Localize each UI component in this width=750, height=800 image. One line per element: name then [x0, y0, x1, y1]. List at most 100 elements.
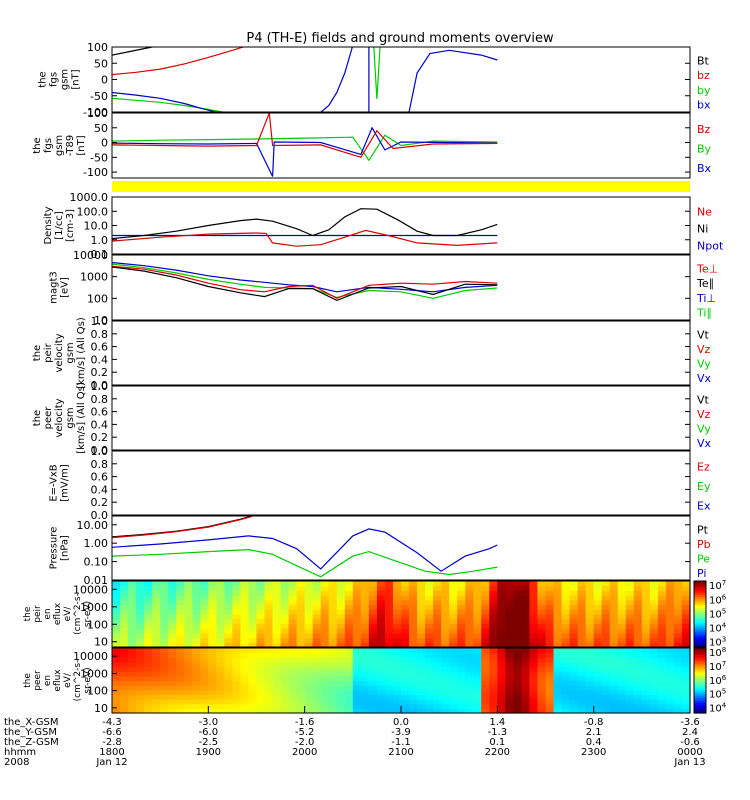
- spectrogram-cell: [481, 699, 490, 705]
- spectrogram-cell: [160, 666, 169, 672]
- spectrogram-cell: [240, 671, 250, 677]
- spectrogram-cell: [256, 675, 266, 682]
- spectrogram-cell: [417, 628, 426, 634]
- spectrogram-cell: [633, 595, 643, 601]
- spectrogram-cell: [216, 685, 225, 691]
- spectrogram-cell: [144, 661, 153, 668]
- spectrogram-cell: [376, 590, 386, 596]
- spectrogram-cell: [641, 632, 651, 639]
- spectrogram-cell: [168, 590, 177, 596]
- spectrogram-cell: [465, 699, 474, 705]
- spectrogram-cell: [449, 637, 458, 643]
- spectrogram-cell: [176, 604, 185, 610]
- spectrogram-cell: [649, 632, 659, 639]
- spectrogram-cell: [569, 632, 579, 639]
- spectrogram-cell: [304, 609, 314, 615]
- spectrogram-cell: [633, 604, 643, 610]
- spectrogram-cell: [360, 666, 370, 672]
- series-fgs-by: [112, 97, 225, 112]
- spectrogram-cell: [176, 618, 185, 625]
- spectrogram-cell: [465, 671, 474, 677]
- spectrogram-cell: [184, 623, 193, 629]
- spectrogram-cell: [473, 708, 482, 714]
- spectrogram-cell: [473, 599, 482, 606]
- panel-ylabel: [km/s] (All Qs): [76, 317, 87, 389]
- spectrogram-cell: [561, 618, 571, 625]
- spectrogram-cell: [569, 657, 579, 663]
- spectrogram-cell: [497, 699, 506, 705]
- spectrogram-cell: [336, 657, 346, 663]
- spectrogram-cell: [168, 637, 177, 643]
- spectrogram-cell: [545, 642, 555, 648]
- spectrogram-cell: [497, 666, 506, 672]
- spectrogram-cell: [256, 680, 266, 686]
- spectrogram-cell: [376, 581, 386, 587]
- spectrogram-cell: [216, 642, 225, 648]
- spectrogram-cell: [144, 703, 153, 709]
- spectrogram-cell: [641, 657, 651, 663]
- spectrogram-cell: [392, 604, 402, 610]
- spectrogram-cell: [657, 623, 667, 629]
- spectrogram-cell: [152, 642, 161, 648]
- spectrogram-cell: [409, 680, 418, 686]
- spectrogram-cell: [224, 628, 234, 634]
- spectrogram-cell: [569, 637, 579, 643]
- spectrogram-cell: [368, 599, 378, 606]
- spectrogram-cell: [328, 675, 338, 682]
- colorbar-segment: [694, 616, 706, 619]
- spectrogram-cell: [352, 628, 362, 634]
- panel-ylabel: the: [32, 410, 43, 426]
- spectrogram-cell: [657, 595, 667, 601]
- spectrogram-cell: [232, 680, 242, 686]
- spectrogram-cell: [481, 628, 490, 634]
- spectrogram-cell: [625, 661, 635, 668]
- spectrogram-cell: [569, 661, 579, 668]
- spectrogram-cell: [457, 614, 466, 620]
- spectrogram-cell: [288, 585, 298, 592]
- spectrogram-cell: [240, 661, 250, 668]
- spectrogram-cell: [312, 628, 322, 634]
- spectrogram-cell: [401, 632, 410, 639]
- spectrogram-cell: [208, 618, 217, 625]
- spectrogram-cell: [376, 609, 386, 615]
- spectrogram-cell: [296, 609, 306, 615]
- spectrogram-cell: [184, 675, 193, 682]
- ytick-label: 10000: [73, 583, 108, 596]
- spectrogram-cell: [569, 628, 579, 634]
- spectrogram-cell: [593, 637, 603, 643]
- spectrogram-cell: [272, 666, 282, 672]
- spectrogram-cell: [497, 703, 506, 709]
- spectrogram-cell: [112, 661, 121, 668]
- legend-entry: Ey: [697, 480, 711, 493]
- spectrogram-cell: [537, 671, 547, 677]
- spectrogram-cell: [376, 585, 386, 592]
- spectrogram-cell: [136, 609, 145, 615]
- spectrogram-cell: [577, 703, 587, 709]
- colorbar-segment: [694, 663, 706, 666]
- spectrogram-cell: [256, 637, 266, 643]
- spectrogram-cell: [352, 699, 362, 705]
- spectrogram-cell: [521, 671, 531, 677]
- ytick-label: 0.8: [91, 393, 109, 406]
- spectrogram-cell: [248, 699, 258, 705]
- spectrogram-cell: [641, 581, 651, 587]
- spectrogram-cell: [401, 581, 410, 587]
- spectrogram-cell: [200, 623, 209, 629]
- spectrogram-cell: [665, 648, 675, 654]
- spectrogram-cell: [272, 623, 282, 629]
- spectrogram-cell: [120, 595, 129, 601]
- spectrogram-cell: [457, 661, 466, 668]
- spectrogram-cell: [320, 642, 330, 648]
- spectrogram-cell: [433, 623, 442, 629]
- spectrogram-cell: [473, 699, 482, 705]
- spectrogram-cell: [208, 703, 217, 709]
- spectrogram-cell: [384, 614, 394, 620]
- spectrogram-cell: [521, 609, 531, 615]
- spectrogram-cell: [665, 699, 675, 705]
- spectrogram-cell: [497, 661, 506, 668]
- spectrogram-cell: [160, 694, 169, 700]
- spectrogram-cell: [401, 708, 410, 714]
- spectrogram-cell: [360, 604, 370, 610]
